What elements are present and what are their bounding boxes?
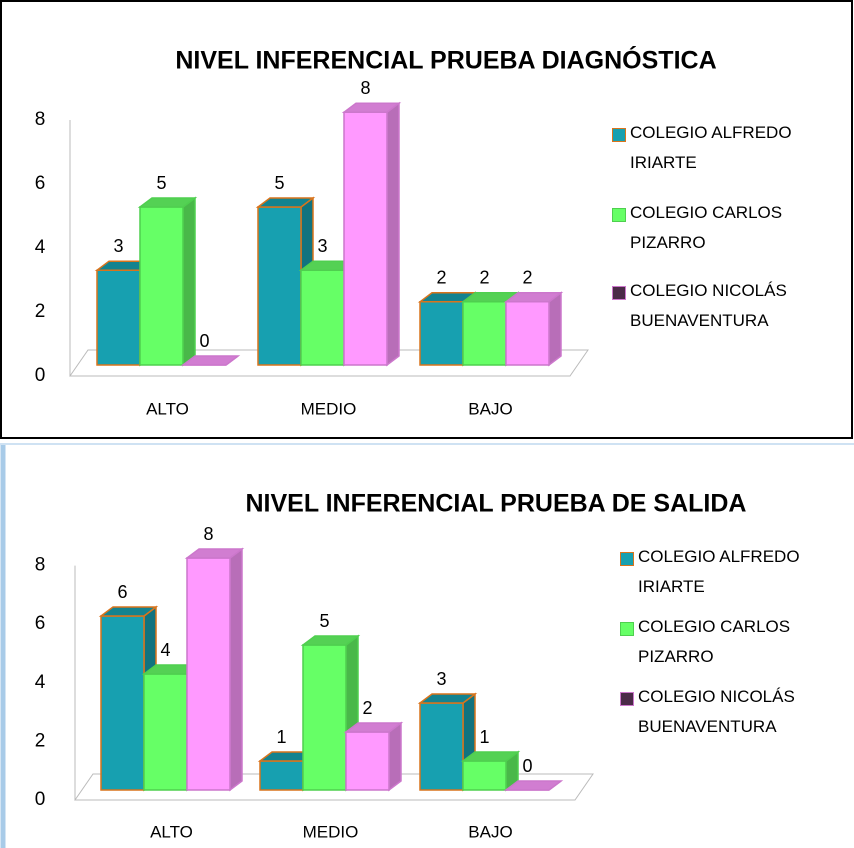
legend-item: COLEGIO NICOLÁS BUENAVENTURA bbox=[620, 682, 820, 742]
bar-top bbox=[460, 751, 521, 762]
bar-side bbox=[386, 101, 400, 367]
data-label: 2 bbox=[436, 268, 446, 288]
legend-item: COLEGIO CARLOS PIZARRO bbox=[620, 612, 820, 672]
x-tick-label: ALTO bbox=[146, 399, 189, 418]
bar-front bbox=[345, 731, 390, 791]
bar bbox=[180, 355, 241, 366]
data-label: 4 bbox=[160, 640, 170, 660]
bar-front bbox=[96, 269, 141, 366]
bar-front bbox=[462, 760, 507, 791]
y-tick-label: 8 bbox=[35, 555, 46, 576]
y-tick-label: 0 bbox=[35, 789, 46, 810]
data-label: 5 bbox=[156, 173, 166, 193]
legend-swatch bbox=[620, 552, 634, 566]
legend-item: COLEGIO ALFREDO IRIARTE bbox=[620, 542, 820, 602]
data-label: 1 bbox=[479, 727, 489, 747]
bar-front bbox=[419, 702, 464, 791]
legend-label: COLEGIO NICOLÁS BUENAVENTURA bbox=[630, 281, 787, 330]
legend-item: COLEGIO ALFREDO IRIARTE bbox=[612, 118, 812, 178]
data-label: 8 bbox=[360, 78, 370, 98]
y-tick-label: 8 bbox=[35, 109, 46, 130]
y-tick-label: 6 bbox=[35, 613, 46, 634]
data-label: 5 bbox=[274, 173, 284, 193]
legend-swatch bbox=[620, 622, 634, 636]
bar bbox=[300, 634, 361, 792]
bar-side bbox=[548, 291, 562, 367]
bar-front bbox=[300, 269, 345, 366]
y-tick-label: 2 bbox=[35, 730, 46, 751]
bar-front bbox=[100, 615, 145, 791]
bar-top bbox=[184, 548, 245, 559]
bar-front bbox=[419, 301, 464, 366]
bar-top bbox=[341, 102, 402, 113]
legend-swatch bbox=[612, 128, 626, 142]
frame-1 bbox=[0, 0, 853, 439]
data-label: 1 bbox=[276, 727, 286, 747]
bar-top bbox=[343, 722, 404, 733]
bar-front bbox=[505, 301, 550, 366]
bar-front bbox=[257, 206, 302, 366]
y-tick-label: 6 bbox=[35, 173, 46, 194]
bar bbox=[460, 750, 521, 792]
legend-label: COLEGIO ALFREDO IRIARTE bbox=[630, 123, 792, 172]
bar-side bbox=[388, 721, 402, 792]
bar bbox=[137, 196, 198, 367]
bar-top bbox=[417, 693, 478, 704]
bar bbox=[341, 101, 402, 367]
data-label: 2 bbox=[362, 698, 372, 718]
bar-front bbox=[139, 206, 184, 366]
bar-front bbox=[186, 557, 231, 791]
legend-label: COLEGIO CARLOS PIZARRO bbox=[638, 617, 791, 666]
bar bbox=[184, 547, 245, 792]
y-tick-label: 0 bbox=[35, 365, 46, 386]
chart-title: NIVEL INFERENCIAL PRUEBA DE SALIDA bbox=[246, 490, 747, 518]
legend-item: COLEGIO NICOLÁS BUENAVENTURA bbox=[612, 276, 812, 336]
legend-label: COLEGIO NICOLÁS BUENAVENTURA bbox=[638, 687, 795, 736]
data-label: 8 bbox=[203, 524, 213, 544]
bar-side bbox=[229, 547, 243, 792]
x-tick-label: MEDIO bbox=[303, 822, 359, 841]
data-label: 5 bbox=[319, 611, 329, 631]
chart-title: NIVEL INFERENCIAL PRUEBA DIAGNÓSTICA bbox=[175, 45, 716, 75]
bar-front bbox=[259, 760, 304, 791]
legend-swatch bbox=[620, 692, 634, 706]
x-tick-label: MEDIO bbox=[301, 399, 357, 418]
legend-label: COLEGIO ALFREDO IRIARTE bbox=[638, 547, 800, 596]
bar-side bbox=[182, 196, 196, 367]
data-label: 3 bbox=[436, 669, 446, 689]
legend-label: COLEGIO CARLOS PIZARRO bbox=[630, 203, 783, 252]
bar-top bbox=[503, 292, 564, 303]
data-label: 6 bbox=[117, 582, 127, 602]
legend-swatch bbox=[612, 208, 626, 222]
bar bbox=[503, 780, 564, 791]
data-label: 2 bbox=[522, 268, 532, 288]
bar-front bbox=[143, 673, 188, 791]
bar-front bbox=[343, 111, 388, 366]
legend-item: COLEGIO CARLOS PIZARRO bbox=[612, 198, 812, 258]
y-tick-label: 2 bbox=[35, 301, 46, 322]
bar-top bbox=[255, 197, 316, 208]
y-tick-label: 4 bbox=[35, 672, 46, 693]
bar-front bbox=[302, 644, 347, 791]
bar bbox=[503, 291, 564, 367]
bar-top bbox=[300, 635, 361, 646]
data-label: 3 bbox=[317, 236, 327, 256]
bar bbox=[343, 721, 404, 792]
x-tick-label: BAJO bbox=[468, 399, 512, 418]
legend-swatch bbox=[612, 286, 626, 300]
y-tick-label: 4 bbox=[35, 237, 46, 258]
bar-top bbox=[137, 197, 198, 208]
bar-top bbox=[503, 780, 564, 791]
bar-top bbox=[180, 355, 241, 366]
data-label: 2 bbox=[479, 268, 489, 288]
data-label: 0 bbox=[522, 756, 532, 776]
data-label: 3 bbox=[113, 236, 123, 256]
x-tick-label: BAJO bbox=[468, 822, 512, 841]
x-tick-label: ALTO bbox=[150, 822, 193, 841]
data-label: 0 bbox=[199, 331, 209, 351]
bar-top bbox=[98, 606, 159, 617]
bar-front bbox=[462, 301, 507, 366]
